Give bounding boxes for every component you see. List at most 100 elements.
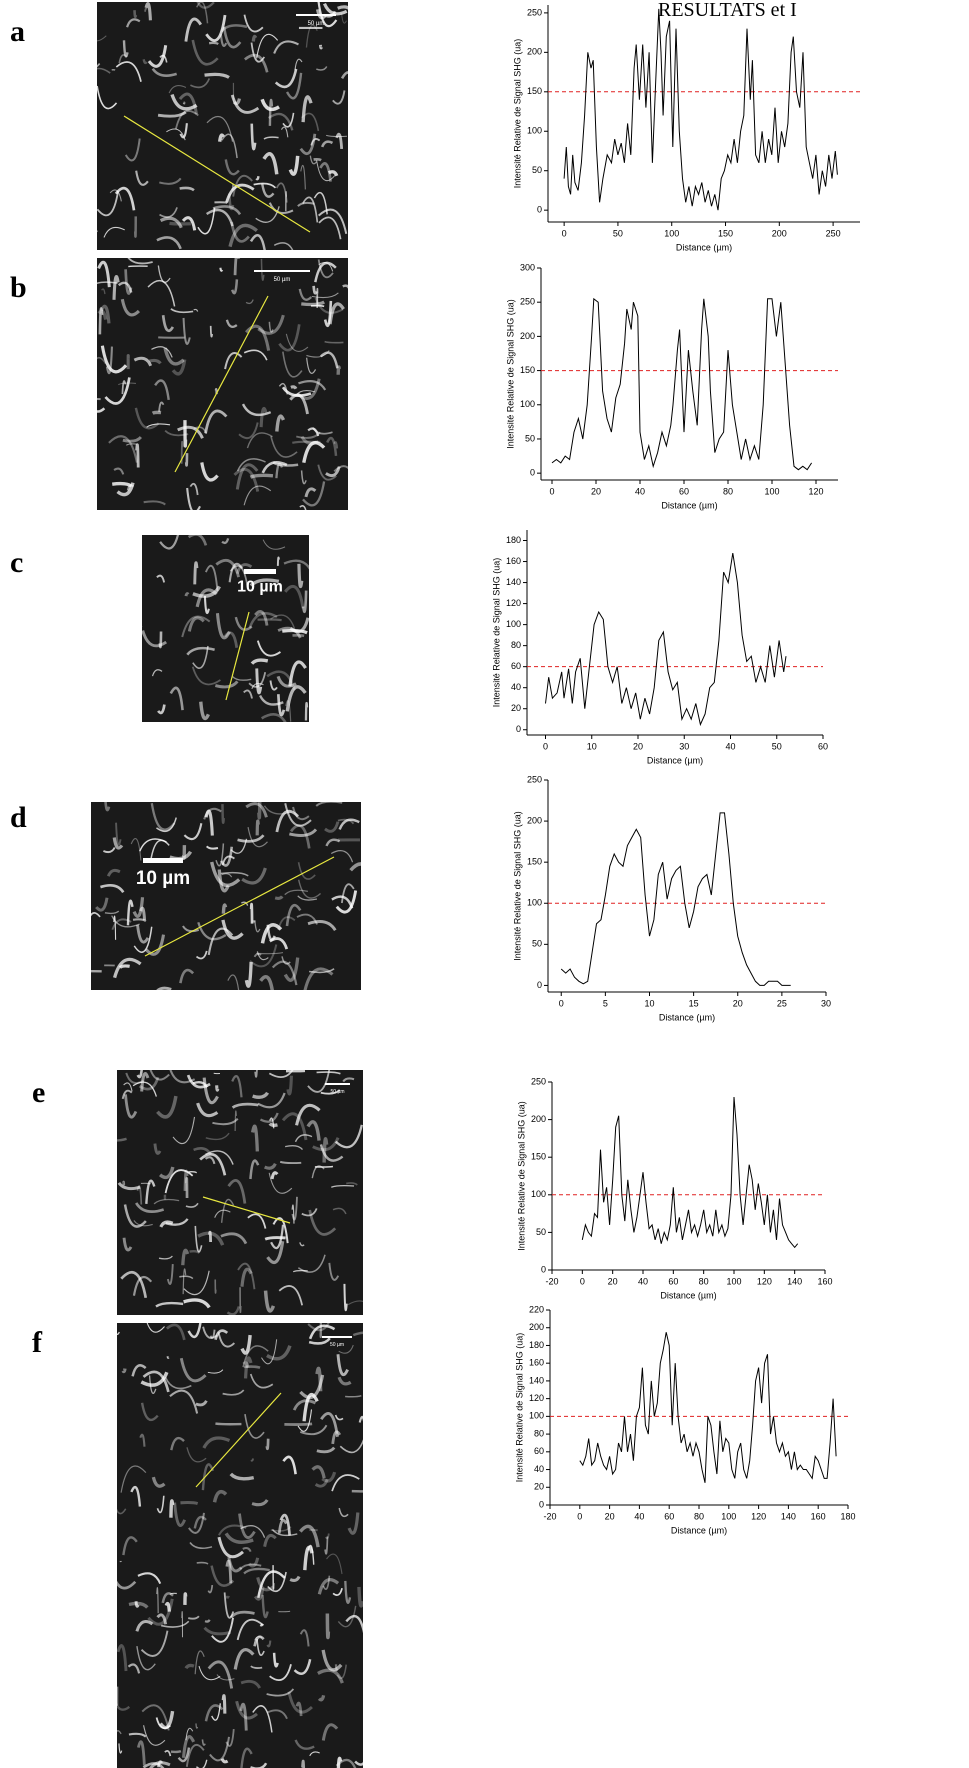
x-axis-title: Distance (µm) — [661, 500, 717, 510]
fiber — [256, 640, 281, 657]
fiber — [276, 556, 280, 566]
image-bg — [97, 2, 348, 250]
fiber — [340, 71, 348, 80]
fiber — [240, 1525, 266, 1538]
fiber — [259, 975, 274, 990]
fiber — [160, 1620, 190, 1628]
fiber — [239, 1563, 262, 1570]
fiber — [324, 340, 344, 344]
fiber — [254, 610, 269, 626]
fiber — [306, 1120, 321, 1141]
profile-line — [202, 1196, 291, 1224]
fiber — [233, 258, 241, 276]
y-axis-title: Intensité Relative de Signal SHG (ua) — [505, 299, 515, 449]
x-tick-label: 40 — [725, 741, 735, 751]
fiber — [229, 1472, 255, 1481]
fiber — [233, 98, 241, 106]
fiber — [192, 645, 209, 669]
panel-letter: b — [10, 271, 27, 304]
fiber — [215, 613, 231, 640]
fiber — [156, 1613, 168, 1625]
fiber — [168, 85, 187, 94]
fiber — [341, 13, 347, 24]
fiber — [268, 1122, 278, 1127]
fiber — [325, 1613, 331, 1640]
x-tick-label: 180 — [840, 1511, 855, 1521]
fiber — [295, 390, 316, 396]
fiber — [302, 481, 326, 507]
profile-curve — [551, 297, 813, 471]
fiber — [139, 1433, 146, 1447]
fiber — [250, 658, 269, 665]
fiber — [244, 1414, 265, 1439]
fiber — [259, 1623, 265, 1627]
fiber — [257, 618, 282, 622]
fiber — [234, 1110, 237, 1132]
x-tick-label: 160 — [817, 1276, 832, 1286]
fiber — [236, 1618, 264, 1641]
fiber — [133, 926, 153, 953]
fiber — [156, 574, 166, 583]
fiber — [254, 920, 261, 933]
y-tick-label: 100 — [529, 1411, 544, 1421]
fiber — [316, 66, 328, 71]
fiber — [311, 1165, 325, 1179]
fiber — [209, 1736, 230, 1762]
fiber — [307, 920, 337, 932]
fiber — [142, 1370, 170, 1393]
fiber — [194, 1650, 205, 1675]
fiber — [189, 1542, 213, 1549]
fiber — [144, 2, 152, 21]
fiber — [294, 58, 303, 71]
fiber — [342, 284, 348, 289]
fiber — [299, 505, 307, 510]
fiber — [260, 923, 283, 944]
fiber — [361, 1417, 363, 1419]
fiber — [140, 1371, 169, 1387]
fiber — [187, 1171, 198, 1174]
fiber — [104, 377, 131, 405]
fiber — [285, 903, 302, 927]
fiber — [285, 685, 307, 712]
fiber — [207, 1660, 234, 1689]
fiber — [240, 1267, 253, 1287]
fiber — [281, 1112, 308, 1141]
fiber — [349, 862, 361, 872]
fiber — [210, 1565, 235, 1587]
fiber — [238, 1513, 256, 1539]
y-axis-title: Intensité Relative de Signal SHG (ua) — [516, 1101, 526, 1251]
x-tick-label: 0 — [549, 486, 554, 496]
y-tick-label: 250 — [527, 7, 542, 17]
fiber — [221, 538, 230, 545]
fiber — [120, 298, 141, 317]
y-tick-label: 50 — [532, 165, 542, 175]
fiber — [277, 626, 302, 639]
profile-curve — [563, 8, 838, 211]
fiber — [156, 1495, 165, 1514]
fiber — [183, 420, 188, 448]
fiber — [207, 1584, 214, 1594]
fiber — [270, 1526, 292, 1532]
fiber — [154, 379, 170, 401]
fiber — [273, 40, 299, 54]
x-tick-label: 10 — [644, 998, 654, 1008]
fiber — [243, 485, 272, 506]
fiber — [314, 261, 337, 283]
microscopy-image: 50 µm — [117, 1323, 363, 1768]
fiber — [156, 1587, 159, 1614]
y-tick-label: 100 — [527, 898, 542, 908]
fiber — [193, 426, 208, 435]
fiber — [338, 1344, 354, 1354]
fiber — [242, 1345, 269, 1368]
fiber — [282, 351, 303, 378]
fiber — [242, 1361, 250, 1368]
fiber — [271, 960, 298, 986]
fiber — [324, 821, 340, 833]
fiber — [169, 1499, 175, 1518]
fiber — [122, 1237, 133, 1252]
fiber — [241, 403, 272, 417]
y-tick-label: 50 — [525, 433, 535, 443]
fiber — [153, 1143, 162, 1155]
x-tick-label: 20 — [605, 1511, 615, 1521]
